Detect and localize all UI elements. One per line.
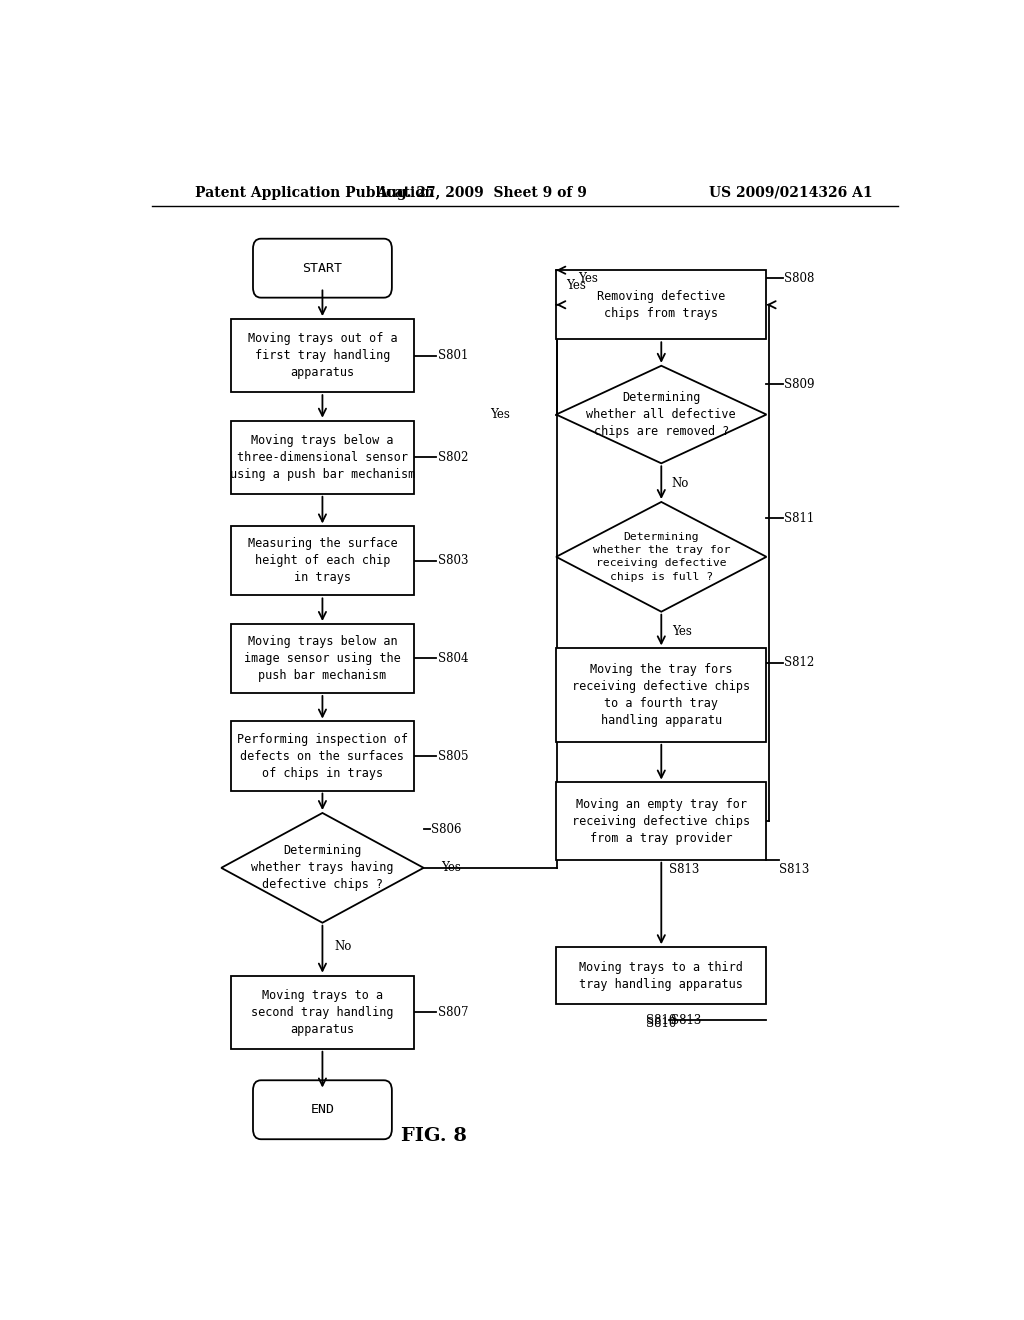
Text: Moving trays below an
image sensor using the
push bar mechanism: Moving trays below an image sensor using… xyxy=(244,635,400,682)
Polygon shape xyxy=(556,366,766,463)
Text: Moving trays to a
second tray handling
apparatus: Moving trays to a second tray handling a… xyxy=(251,989,393,1036)
Bar xyxy=(231,421,414,494)
Text: Moving trays below a
three-dimensional sensor
using a push bar mechanism: Moving trays below a three-dimensional s… xyxy=(229,434,415,480)
Text: Moving an empty tray for
receiving defective chips
from a tray provider: Moving an empty tray for receiving defec… xyxy=(572,797,751,845)
Text: S805: S805 xyxy=(437,750,468,763)
Text: No: No xyxy=(672,477,689,490)
Text: Moving trays out of a
first tray handling
apparatus: Moving trays out of a first tray handlin… xyxy=(248,333,397,379)
Text: Measuring the surface
height of each chip
in trays: Measuring the surface height of each chi… xyxy=(248,537,397,585)
Bar xyxy=(556,783,766,859)
Text: Patent Application Publication: Patent Application Publication xyxy=(196,186,435,199)
Text: Aug. 27, 2009  Sheet 9 of 9: Aug. 27, 2009 Sheet 9 of 9 xyxy=(376,186,587,199)
Text: Performing inspection of
defects on the surfaces
of chips in trays: Performing inspection of defects on the … xyxy=(237,733,408,780)
FancyBboxPatch shape xyxy=(253,1080,392,1139)
Text: Determining
whether all defective
chips are removed ?: Determining whether all defective chips … xyxy=(587,391,736,438)
Text: Moving trays to a third
tray handling apparatus: Moving trays to a third tray handling ap… xyxy=(580,961,743,990)
Text: START: START xyxy=(302,261,342,275)
Text: S813: S813 xyxy=(671,1014,701,1027)
Text: S809: S809 xyxy=(784,378,815,391)
Text: No: No xyxy=(334,940,351,953)
Text: S811: S811 xyxy=(784,512,814,525)
Text: US 2009/0214326 A1: US 2009/0214326 A1 xyxy=(709,186,872,199)
Text: S810: S810 xyxy=(646,1018,677,1030)
Text: S802: S802 xyxy=(437,450,468,463)
Text: Moving the tray fors
receiving defective chips
to a fourth tray
handling apparat: Moving the tray fors receiving defective… xyxy=(572,663,751,727)
Polygon shape xyxy=(556,502,766,611)
Text: S807: S807 xyxy=(437,1006,468,1019)
Polygon shape xyxy=(221,813,424,923)
Text: Yes: Yes xyxy=(441,862,462,874)
Text: S812: S812 xyxy=(784,656,814,669)
Bar xyxy=(556,948,766,1005)
Text: S804: S804 xyxy=(437,652,468,665)
Text: Determining
whether trays having
defective chips ?: Determining whether trays having defecti… xyxy=(251,845,393,891)
Bar xyxy=(231,319,414,392)
Text: S801: S801 xyxy=(437,348,468,362)
Text: S806: S806 xyxy=(431,822,462,836)
Text: Determining
whether the tray for
receiving defective
chips is full ?: Determining whether the tray for receivi… xyxy=(593,532,730,582)
Bar xyxy=(556,271,766,339)
Text: S813: S813 xyxy=(670,863,699,876)
Text: FIG. 8: FIG. 8 xyxy=(400,1127,467,1146)
FancyBboxPatch shape xyxy=(253,239,392,297)
Text: Yes: Yes xyxy=(579,272,598,285)
Text: S813: S813 xyxy=(778,863,809,876)
Bar xyxy=(231,722,414,791)
Text: S808: S808 xyxy=(784,272,815,285)
Text: Removing defective
chips from trays: Removing defective chips from trays xyxy=(597,290,725,319)
Bar xyxy=(231,975,414,1049)
Text: S810: S810 xyxy=(646,1014,677,1027)
Bar xyxy=(231,527,414,595)
Text: Yes: Yes xyxy=(565,279,586,292)
Text: Yes: Yes xyxy=(672,624,691,638)
Text: END: END xyxy=(310,1104,335,1117)
Bar xyxy=(231,624,414,693)
Text: S803: S803 xyxy=(437,554,468,568)
Bar xyxy=(556,648,766,742)
Text: Yes: Yes xyxy=(489,408,510,421)
